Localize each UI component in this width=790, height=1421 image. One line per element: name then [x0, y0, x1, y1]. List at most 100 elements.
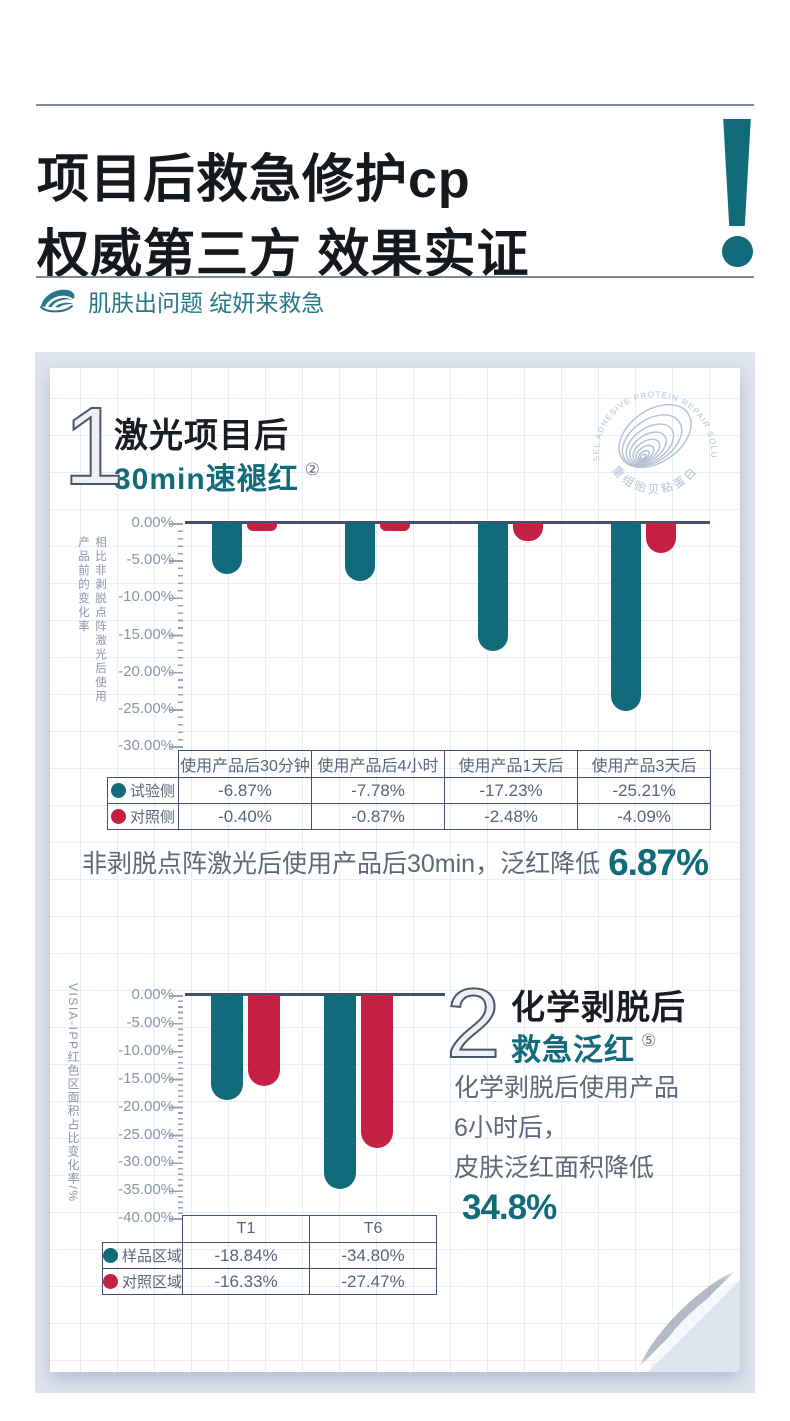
section-2-title: 化学剥脱后: [511, 989, 686, 1027]
axis-minor-ticks: [178, 523, 183, 748]
y-tick-label: 0.00%: [131, 986, 174, 1003]
row-label: 对照侧: [108, 804, 179, 830]
bar-样品区域-T6: [324, 995, 356, 1189]
table-value-cell: -0.87%: [312, 804, 445, 830]
y-tick-label: -5.00%: [126, 1013, 174, 1031]
series-dot: [103, 1274, 118, 1289]
table-value-cell: -34.80%: [310, 1243, 437, 1269]
table-value-cell: -18.84%: [183, 1243, 310, 1269]
para-line-2: 6小时后，: [454, 1114, 568, 1142]
title-line-2: 权威第三方 效果实证: [37, 225, 530, 284]
table-row: 对照区域 -16.33% -27.47%: [103, 1269, 437, 1295]
svg-text:MUSSEL ADHESIVE PROTEIN REPAIR: MUSSEL ADHESIVE PROTEIN REPAIR SOLUTION: [582, 368, 718, 462]
bar-试验侧-使用产品后30分钟: [212, 523, 242, 574]
bar-对照侧-使用产品后4小时: [380, 523, 410, 531]
table-value-cell: -16.33%: [183, 1269, 310, 1295]
bar-试验侧-使用产品后4小时: [345, 523, 375, 581]
page-title: 项目后救急修护cp 权威第三方 效果实证: [37, 143, 529, 293]
chart-1-y-axis-label: 相比非剥脱点阵激光后使用 产品前的变化率: [77, 536, 106, 704]
bar-对照区域-T6: [361, 995, 393, 1148]
badge-bottom-text: 重组贻贝粘蛋白: [609, 463, 701, 496]
zero-axis-line: [185, 993, 445, 996]
chart-2-y-axis-label: VISIA-IPP红色区面积占比变化率/%: [66, 983, 80, 1203]
row-label: 样品区域: [103, 1243, 183, 1269]
table-header-row: 使用产品后30分钟 使用产品后4小时 使用产品1天后 使用产品3天后: [108, 751, 711, 778]
series-dot: [111, 783, 126, 798]
row-label: 对照区域: [103, 1269, 183, 1295]
top-divider-line: [36, 104, 754, 106]
section-2-paragraph: 化学剥脱后使用产品 6小时后， 皮肤泛红面积降低 34.8%: [454, 1068, 740, 1228]
section-2-number: 2: [446, 968, 501, 1078]
para-value: 34.8%: [462, 1188, 557, 1227]
table-value-cell: -27.47%: [310, 1269, 437, 1295]
table-row: 试验侧 -6.87% -7.78% -17.23% -25.21%: [108, 778, 711, 804]
table-value-cell: -17.23%: [445, 778, 578, 804]
bar-对照侧-使用产品3天后: [646, 523, 676, 553]
y-tick-label: -30.00%: [118, 1153, 174, 1171]
table-header-row: T1 T6: [103, 1216, 437, 1243]
table-row: 对照侧 -0.40% -0.87% -2.48% -4.09%: [108, 804, 711, 830]
mussel-shell-icon: [607, 392, 702, 480]
table-value-cell: -6.87%: [179, 778, 312, 804]
bar-样品区域-T1: [211, 995, 243, 1100]
table-blank-cell: [108, 751, 179, 778]
y-tick-label: -40.00%: [118, 1209, 174, 1227]
axis-minor-ticks: [178, 995, 183, 1220]
para-line-3: 皮肤泛红面积降低: [454, 1154, 655, 1182]
axis-major-ticks: [170, 995, 183, 1220]
exclamation-dot: [722, 236, 753, 267]
table-value-cell: -25.21%: [578, 778, 711, 804]
row-label: 试验侧: [108, 778, 179, 804]
y-tick-label: -10.00%: [118, 1041, 174, 1059]
data-table: T1 T6 样品区域 -18.84% -34.80% 对照区域 -16.33% -27.47%: [102, 1215, 437, 1295]
table-value-cell: -0.40%: [179, 804, 312, 830]
axis-major-ticks: [170, 523, 183, 748]
section-1-number: 1: [63, 385, 125, 508]
series-dot: [103, 1248, 118, 1263]
table-header-cell: 使用产品1天后: [445, 751, 578, 778]
header-divider-line: [36, 276, 754, 278]
table-blank-cell: [103, 1216, 183, 1243]
brand-tagline: 肌肤出问题 绽妍来救急: [37, 284, 324, 318]
table-value-cell: -2.48%: [445, 804, 578, 830]
bar-试验侧-使用产品3天后: [611, 523, 641, 711]
table-header-cell: 使用产品后4小时: [312, 751, 445, 778]
zero-axis-line: [185, 521, 710, 524]
y-tick-label: -15.00%: [118, 1069, 174, 1087]
y-tick-label: -35.00%: [118, 1181, 174, 1199]
section-2-subtitle: 救急泛红 ⑤: [511, 1031, 658, 1067]
svg-text:重组贻贝粘蛋白: 重组贻贝粘蛋白: [609, 463, 701, 496]
para-line-1: 化学剥脱后使用产品: [454, 1074, 680, 1102]
badge-ring-text: MUSSEL ADHESIVE PROTEIN REPAIR SOLUTION: [582, 368, 718, 462]
table-header-cell: 使用产品后30分钟: [179, 751, 312, 778]
table-header-cell: 使用产品3天后: [578, 751, 711, 778]
y-tick-label: -20.00%: [118, 1097, 174, 1115]
title-line-1: 项目后救急修护cp: [37, 150, 471, 209]
y-tick-label: -25.00%: [118, 1125, 174, 1143]
mussel-protein-badge: MUSSEL ADHESIVE PROTEIN REPAIR SOLUTION …: [582, 368, 728, 514]
exclamation-bar: [723, 119, 751, 226]
bar-对照侧-使用产品1天后: [513, 523, 543, 541]
table-row: 样品区域 -18.84% -34.80%: [103, 1243, 437, 1269]
bar-试验侧-使用产品1天后: [478, 523, 508, 651]
summary-1-value: 6.87%: [608, 842, 708, 883]
table-value-cell: -7.78%: [312, 778, 445, 804]
table-header-cell: T6: [310, 1216, 437, 1243]
brand-swirl-icon: [40, 289, 75, 313]
table-header-cell: T1: [183, 1216, 310, 1243]
section-1-subtitle: 30min速褪红 ②: [114, 460, 321, 496]
bar-对照区域-T1: [248, 995, 280, 1086]
footnote-5-mark: ⑤: [641, 1031, 658, 1050]
section-1-summary: 非剥脱点阵激光后使用产品后30min，泛红降低 6.87%: [50, 842, 740, 884]
footnote-2-mark: ②: [304, 460, 321, 479]
y-tick-label: 0.00%: [131, 514, 174, 531]
section-1-title: 激光项目后: [114, 417, 289, 455]
table-value-cell: -4.09%: [578, 804, 711, 830]
summary-1-text: 非剥脱点阵激光后使用产品后30min，泛红降低: [81, 850, 601, 878]
tagline-text: 肌肤出问题 绽妍来救急: [88, 290, 325, 316]
series-dot: [111, 809, 126, 824]
bar-对照侧-使用产品后30分钟: [247, 523, 277, 531]
data-table: 使用产品后30分钟 使用产品后4小时 使用产品1天后 使用产品3天后 试验侧 -6.87%…: [107, 750, 711, 830]
